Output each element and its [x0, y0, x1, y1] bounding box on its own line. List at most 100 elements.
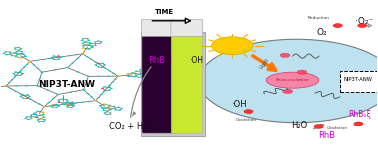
- Circle shape: [66, 106, 69, 107]
- Circle shape: [62, 56, 64, 57]
- Circle shape: [61, 98, 64, 100]
- Circle shape: [109, 112, 112, 113]
- Circle shape: [103, 103, 106, 105]
- Circle shape: [19, 71, 22, 73]
- Circle shape: [14, 71, 17, 73]
- Circle shape: [22, 53, 25, 55]
- Circle shape: [101, 88, 104, 89]
- Circle shape: [101, 66, 104, 67]
- Circle shape: [87, 44, 91, 46]
- Circle shape: [97, 63, 99, 64]
- Circle shape: [37, 68, 39, 69]
- Circle shape: [70, 104, 73, 105]
- Circle shape: [102, 110, 105, 111]
- Circle shape: [108, 106, 111, 107]
- Circle shape: [110, 88, 113, 89]
- Circle shape: [118, 110, 121, 111]
- Text: ·OH: ·OH: [189, 56, 203, 65]
- Circle shape: [144, 75, 146, 76]
- Text: Light: Light: [259, 57, 271, 70]
- Circle shape: [14, 47, 16, 49]
- Circle shape: [90, 59, 93, 60]
- Text: RhB: RhB: [318, 131, 335, 140]
- Circle shape: [52, 98, 55, 99]
- Circle shape: [33, 113, 36, 114]
- Circle shape: [103, 86, 106, 87]
- Circle shape: [101, 107, 104, 109]
- Circle shape: [91, 46, 93, 47]
- Circle shape: [88, 42, 91, 43]
- Text: O₂: O₂: [317, 28, 327, 36]
- Circle shape: [17, 53, 19, 54]
- Text: ·OH: ·OH: [231, 100, 247, 109]
- Circle shape: [18, 47, 20, 48]
- Circle shape: [86, 56, 88, 57]
- Circle shape: [26, 97, 29, 99]
- Circle shape: [118, 107, 120, 108]
- Circle shape: [17, 50, 20, 51]
- Circle shape: [106, 111, 108, 112]
- Circle shape: [66, 104, 69, 105]
- Circle shape: [51, 104, 54, 105]
- Circle shape: [71, 101, 74, 103]
- Circle shape: [146, 70, 148, 71]
- Circle shape: [358, 24, 367, 28]
- Circle shape: [138, 77, 140, 78]
- Circle shape: [10, 55, 13, 56]
- Circle shape: [19, 75, 22, 76]
- Circle shape: [76, 58, 79, 59]
- Circle shape: [67, 105, 69, 106]
- Circle shape: [48, 102, 50, 103]
- Circle shape: [135, 71, 138, 72]
- Circle shape: [11, 79, 13, 80]
- Circle shape: [108, 86, 110, 87]
- Text: RhBₒξ: RhBₒξ: [348, 110, 371, 119]
- Circle shape: [64, 103, 67, 104]
- Circle shape: [212, 37, 253, 54]
- Circle shape: [67, 101, 69, 103]
- Circle shape: [99, 105, 102, 106]
- Circle shape: [16, 53, 19, 55]
- Circle shape: [139, 71, 142, 72]
- Circle shape: [100, 41, 102, 43]
- Circle shape: [354, 122, 363, 126]
- Circle shape: [75, 102, 78, 104]
- Circle shape: [22, 97, 24, 99]
- Circle shape: [81, 40, 83, 41]
- Circle shape: [9, 53, 12, 54]
- Circle shape: [35, 60, 38, 61]
- Circle shape: [34, 117, 37, 118]
- Circle shape: [88, 40, 90, 41]
- Circle shape: [104, 67, 106, 68]
- Circle shape: [38, 121, 40, 122]
- Circle shape: [31, 118, 33, 119]
- Circle shape: [26, 94, 29, 95]
- Circle shape: [68, 55, 71, 56]
- Circle shape: [14, 91, 17, 92]
- Circle shape: [109, 113, 112, 115]
- Circle shape: [108, 109, 111, 110]
- Circle shape: [87, 76, 90, 77]
- Circle shape: [66, 102, 68, 103]
- Circle shape: [107, 107, 109, 109]
- Circle shape: [297, 70, 307, 74]
- Circle shape: [108, 70, 110, 71]
- Circle shape: [82, 45, 85, 46]
- Circle shape: [94, 45, 97, 46]
- Circle shape: [88, 44, 91, 45]
- Circle shape: [3, 53, 5, 54]
- Text: NIP3T-ANW: NIP3T-ANW: [344, 77, 373, 82]
- Circle shape: [84, 41, 87, 42]
- Circle shape: [42, 114, 45, 116]
- Circle shape: [42, 121, 45, 122]
- Circle shape: [57, 102, 60, 103]
- Circle shape: [114, 108, 116, 109]
- Circle shape: [101, 63, 104, 64]
- Circle shape: [12, 73, 15, 74]
- Circle shape: [25, 85, 28, 86]
- Circle shape: [14, 75, 17, 76]
- Circle shape: [71, 62, 74, 64]
- Circle shape: [36, 115, 39, 116]
- Text: NIP3T-ANW: NIP3T-ANW: [38, 80, 95, 89]
- Circle shape: [24, 56, 27, 57]
